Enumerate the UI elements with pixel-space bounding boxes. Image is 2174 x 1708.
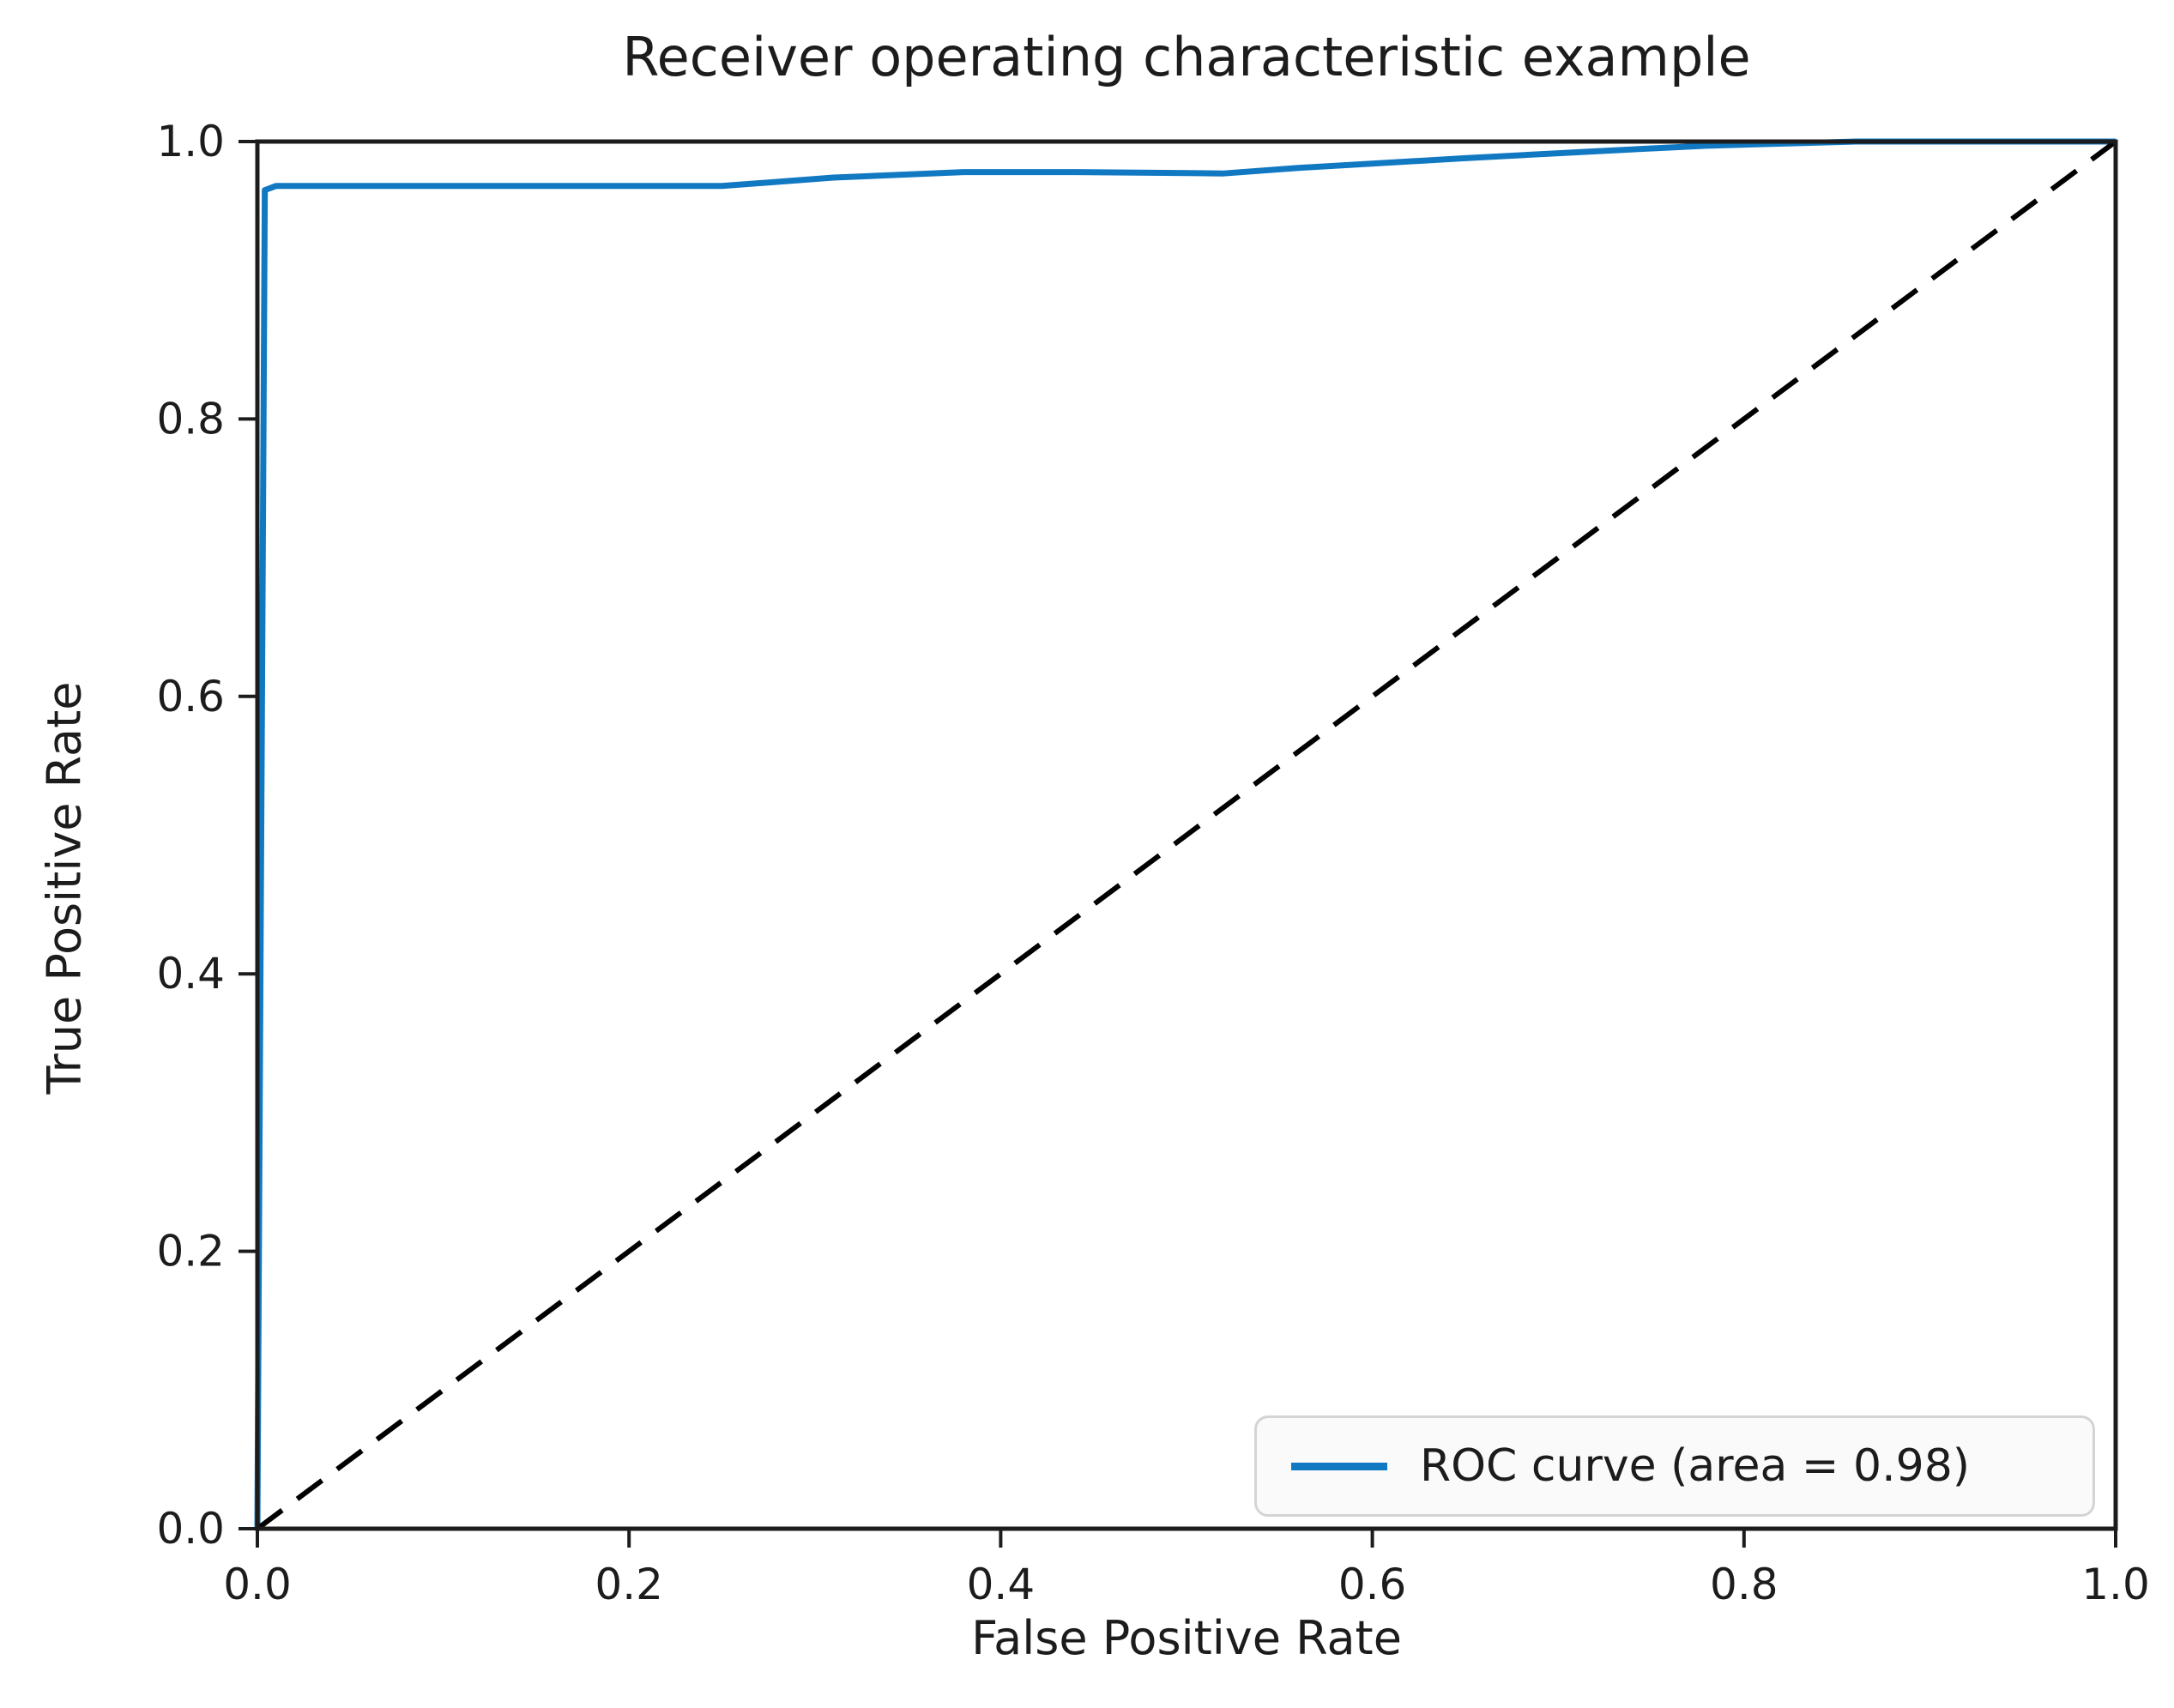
roc-curve-line [254, 138, 2116, 1530]
y-tick-label: 0.0 [156, 1504, 225, 1554]
plot-border [255, 139, 2118, 1531]
y-tick-label: 0.2 [156, 1227, 225, 1276]
x-tick-label: 0.2 [595, 1560, 663, 1609]
x-tick-label: 0.4 [967, 1560, 1036, 1609]
x-tick-label: 0.8 [1710, 1560, 1778, 1609]
y-tick-label: 0.8 [156, 394, 225, 444]
chart-title: Receiver operating characteristic exampl… [622, 26, 1751, 88]
y-tick-label: 0.6 [156, 672, 225, 721]
x-tick-label: 0.0 [223, 1560, 292, 1609]
y-axis-label: True Positive Rate [37, 681, 92, 1095]
chance-diagonal-line [256, 139, 2117, 1531]
legend-label: ROC curve (area = 0.98) [1420, 1440, 1971, 1492]
legend: ROC curve (area = 0.98) [1254, 1415, 2095, 1517]
roc-curve-swatch [1291, 1462, 1387, 1470]
y-tick-label: 0.4 [156, 949, 225, 999]
x-tick-label: 1.0 [2081, 1560, 2150, 1609]
x-axis-label: False Positive Rate [971, 1611, 1402, 1665]
x-tick-label: 0.6 [1338, 1560, 1407, 1609]
y-tick-label: 1.0 [156, 117, 225, 166]
